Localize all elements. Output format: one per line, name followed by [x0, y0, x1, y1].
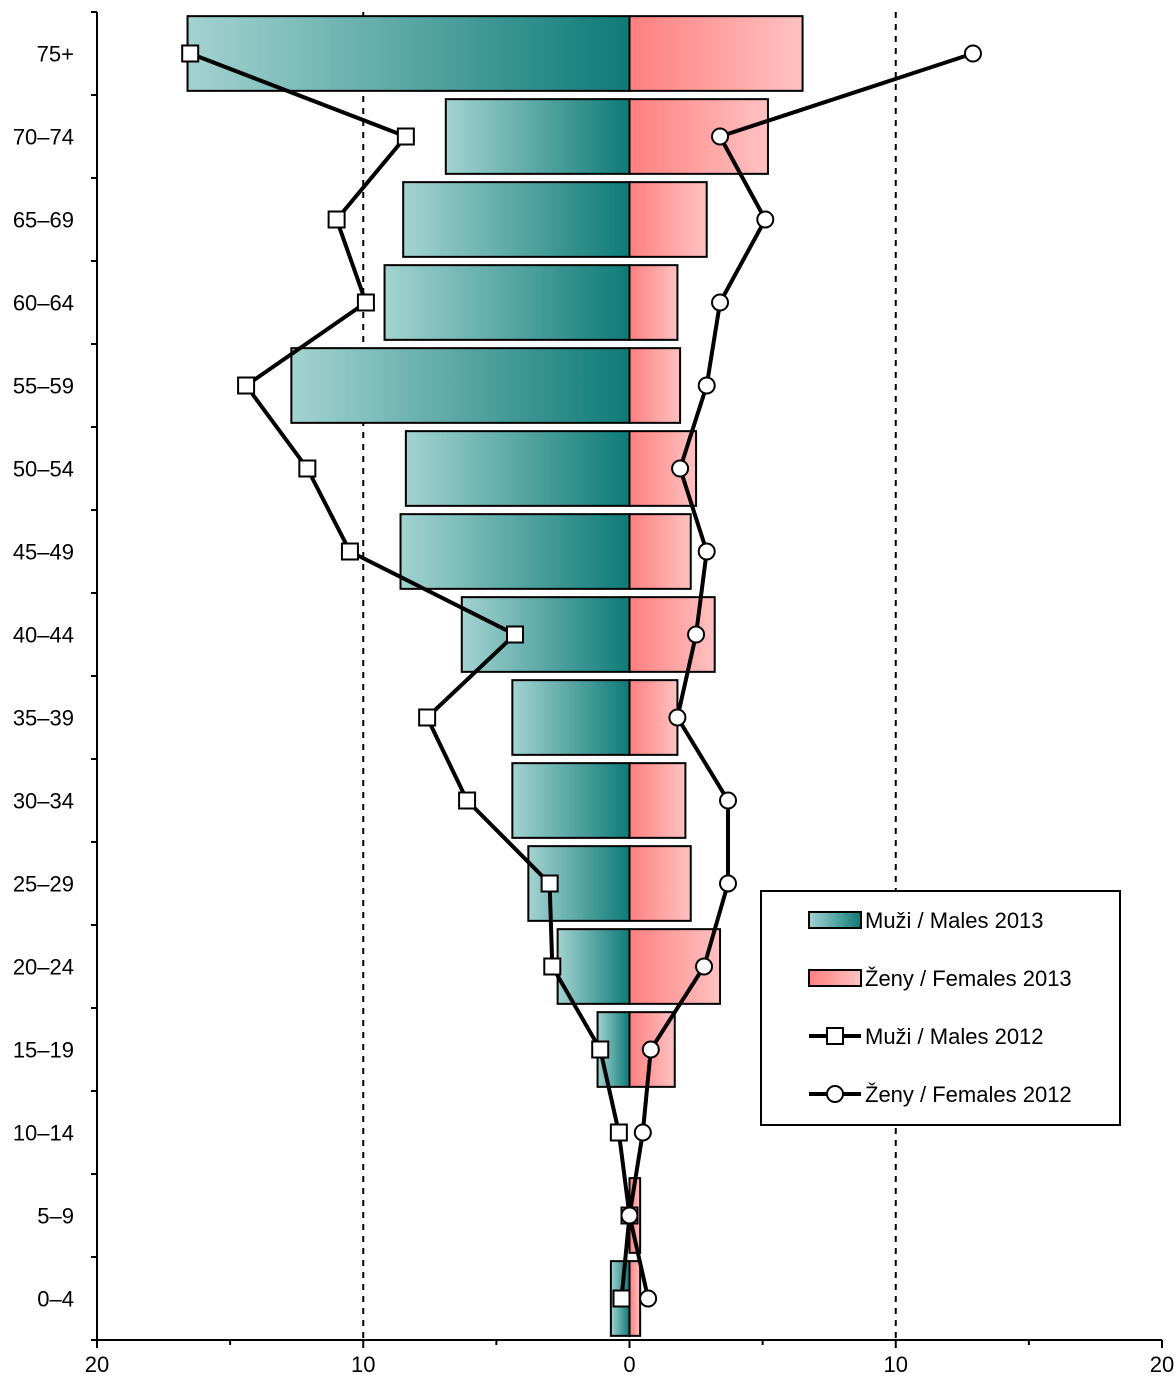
female-2012-marker [963, 44, 982, 63]
female-2012-marker [756, 210, 775, 229]
female-2012-marker [671, 459, 690, 478]
female-2012-marker [719, 874, 738, 893]
female-2013-bar [628, 181, 708, 258]
male-2012-marker [591, 1040, 610, 1059]
female-2012-marker [687, 625, 706, 644]
male-2012-marker [396, 127, 415, 146]
male-2012-marker [356, 293, 375, 312]
legend-square-marker [826, 1027, 844, 1045]
female-2013-bar [628, 513, 692, 590]
female-2013-bar [628, 845, 692, 922]
male-2012-marker [609, 1123, 628, 1142]
y-tick-label: 60–64 [13, 291, 74, 316]
male-2013-bar [511, 679, 631, 756]
female-2013-bar [628, 1260, 642, 1337]
female-2013-bar [628, 98, 769, 175]
legend-label: Ženy / Females 2013 [865, 966, 1072, 991]
legend-label: Muži / Males 2013 [865, 908, 1044, 933]
x-tick-label: 10 [884, 1352, 908, 1377]
y-tick-label: 20–24 [13, 955, 74, 980]
male-2013-bar [404, 430, 631, 507]
female-2013-bar [628, 347, 682, 424]
female-2012-line [627, 51, 974, 1299]
x-tick-label: 20 [85, 1352, 109, 1377]
male-2012-marker [543, 957, 562, 976]
female-2012-marker [697, 376, 716, 395]
female-2012-marker [719, 791, 738, 810]
male-2013-bar [399, 513, 631, 590]
legend-box [760, 890, 1121, 1126]
male-2012-marker [506, 625, 525, 644]
female-2012-marker [668, 708, 687, 727]
y-tick-label: 70–74 [13, 125, 74, 150]
male-2012-marker [458, 791, 477, 810]
female-2012-marker [711, 127, 730, 146]
x-tick-label: 0 [623, 1352, 635, 1377]
y-tick-label: 35–39 [13, 706, 74, 731]
y-tick-label: 25–29 [13, 872, 74, 897]
legend-swatch [808, 969, 862, 987]
legend-swatch [808, 911, 862, 929]
female-2012-marker [620, 1206, 639, 1225]
male-2013-bar [383, 264, 631, 341]
male-2012-marker [418, 708, 437, 727]
male-2013-bar [402, 181, 631, 258]
y-tick-label: 65–69 [13, 208, 74, 233]
y-tick-label: 30–34 [13, 789, 74, 814]
female-2012-marker [695, 957, 714, 976]
female-2012-marker [641, 1040, 660, 1059]
male-2013-bar [511, 762, 631, 839]
legend-label: Ženy / Females 2012 [865, 1082, 1072, 1107]
female-2013-bar [628, 15, 804, 92]
legend-circle-marker [826, 1085, 844, 1103]
female-2012-marker [633, 1123, 652, 1142]
x-tick-label: 10 [351, 1352, 375, 1377]
y-tick-label: 55–59 [13, 374, 74, 399]
male-2013-bar [290, 347, 631, 424]
male-2012-marker [181, 44, 200, 63]
female-2012-marker [697, 542, 716, 561]
male-2012-marker [327, 210, 346, 229]
y-tick-label: 50–54 [13, 457, 74, 482]
y-tick-label: 75+ [37, 42, 74, 67]
y-tick-label: 0–4 [37, 1287, 74, 1312]
female-2013-bar [628, 264, 679, 341]
y-tick-label: 45–49 [13, 540, 74, 565]
y-tick-label: 5–9 [37, 1204, 74, 1229]
male-2013-bar [186, 15, 631, 92]
male-2013-bar [444, 98, 631, 175]
legend-label: Muži / Males 2012 [865, 1024, 1044, 1049]
male-2013-bar [527, 845, 631, 922]
male-2012-line [189, 51, 632, 1299]
female-2013-bar [628, 762, 687, 839]
male-2012-marker [540, 874, 559, 893]
y-tick-label: 40–44 [13, 623, 74, 648]
y-tick-label: 10–14 [13, 1121, 74, 1146]
female-2012-marker [711, 293, 730, 312]
male-2012-marker [298, 459, 317, 478]
x-tick-label: 20 [1150, 1352, 1174, 1377]
male-2012-marker [340, 542, 359, 561]
male-2012-marker [612, 1289, 631, 1308]
female-2012-marker [639, 1289, 658, 1308]
y-tick-label: 15–19 [13, 1038, 74, 1063]
male-2012-marker [237, 376, 256, 395]
